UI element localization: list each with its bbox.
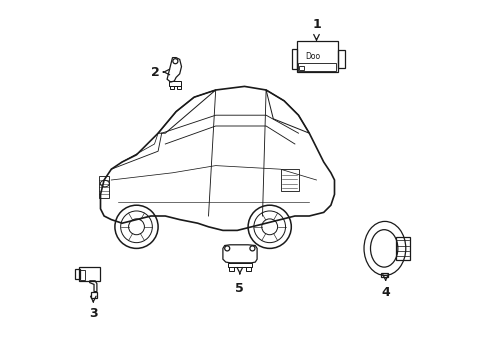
Text: 5: 5 [235, 282, 244, 294]
Text: Doo: Doo [305, 52, 320, 61]
Text: 3: 3 [89, 307, 98, 320]
Bar [99, 176, 109, 198]
Bar [299, 66, 303, 70]
Bar [380, 273, 387, 277]
Text: 2: 2 [150, 66, 159, 78]
Bar [79, 267, 100, 281]
Bar [91, 292, 97, 298]
Text: 4: 4 [381, 286, 389, 299]
Bar [296, 41, 337, 72]
Bar [75, 269, 80, 279]
Bar [292, 49, 296, 69]
Bar [80, 270, 85, 280]
Bar [298, 63, 335, 71]
Bar [395, 237, 409, 260]
Bar [337, 50, 344, 68]
Text: 1: 1 [311, 18, 320, 31]
